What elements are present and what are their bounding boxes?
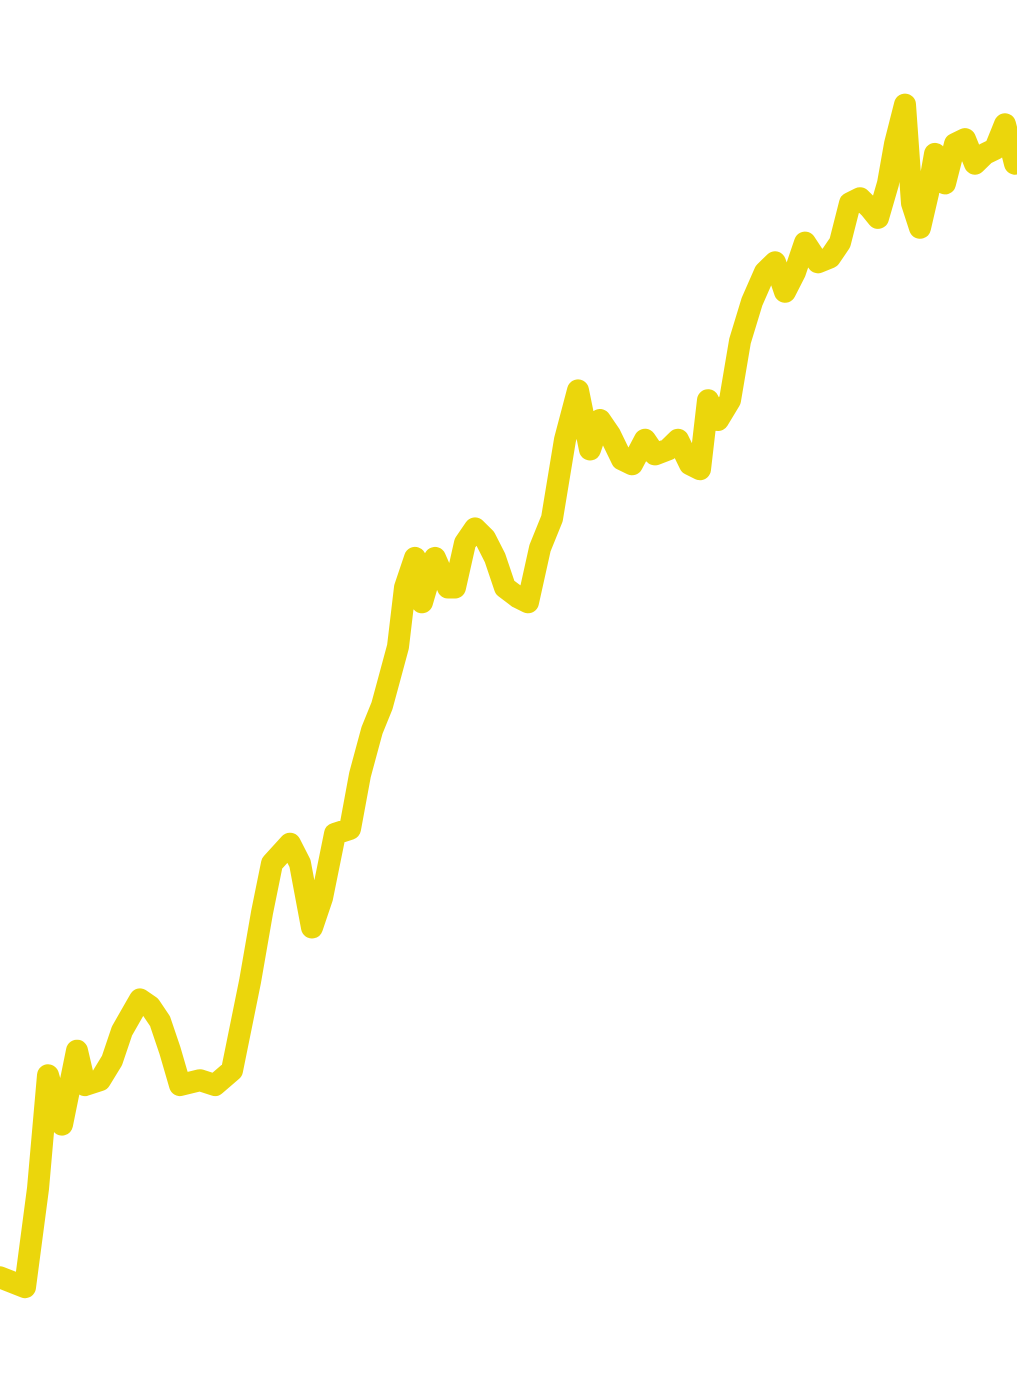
data-point bbox=[389, 675, 391, 678]
data-point bbox=[179, 1084, 181, 1087]
data-point bbox=[599, 419, 601, 421]
data-point bbox=[974, 162, 976, 165]
data-point bbox=[37, 1187, 39, 1190]
data-point bbox=[877, 216, 879, 219]
data-point bbox=[76, 1049, 78, 1052]
data-point bbox=[621, 458, 623, 461]
data-point bbox=[631, 463, 633, 466]
data-point bbox=[169, 1049, 171, 1052]
data-point bbox=[839, 241, 841, 244]
data-point bbox=[414, 556, 416, 559]
data-point bbox=[677, 438, 679, 441]
data-point bbox=[859, 197, 861, 200]
series-line-0 bbox=[0, 93, 1017, 1299]
data-point bbox=[359, 773, 361, 776]
data-point bbox=[321, 896, 323, 899]
data-point bbox=[984, 152, 986, 155]
data-point bbox=[214, 1084, 216, 1087]
data-point bbox=[61, 1123, 63, 1126]
data-point bbox=[894, 143, 896, 145]
data-point bbox=[1004, 123, 1006, 126]
data-point bbox=[494, 556, 496, 559]
data-point bbox=[111, 1059, 113, 1062]
data-point bbox=[717, 419, 719, 421]
data-point bbox=[919, 226, 921, 229]
data-point bbox=[804, 241, 806, 244]
data-point bbox=[504, 586, 506, 589]
data-point bbox=[24, 1286, 26, 1289]
data-point bbox=[447, 586, 449, 589]
data-point bbox=[589, 448, 591, 451]
data-point bbox=[99, 1079, 101, 1082]
data-point bbox=[484, 537, 486, 540]
data-point bbox=[311, 926, 313, 929]
data-point bbox=[539, 547, 541, 550]
data-point bbox=[0, 1276, 1, 1279]
data-point bbox=[1014, 162, 1016, 165]
data-point bbox=[794, 271, 796, 274]
data-point bbox=[784, 290, 786, 293]
data-point bbox=[121, 1029, 123, 1032]
data-point bbox=[404, 586, 406, 589]
data-point bbox=[934, 152, 936, 155]
data-point bbox=[464, 542, 466, 545]
data-point bbox=[739, 340, 741, 343]
data-point bbox=[689, 463, 691, 466]
data-point bbox=[474, 527, 476, 530]
data-point bbox=[199, 1079, 201, 1082]
data-point bbox=[249, 980, 251, 983]
data-point bbox=[609, 433, 611, 436]
data-point bbox=[954, 143, 956, 145]
data-point bbox=[699, 468, 701, 471]
data-point bbox=[289, 842, 291, 845]
data-point bbox=[564, 438, 566, 441]
data-point bbox=[887, 182, 889, 185]
data-point bbox=[774, 261, 776, 264]
data-point bbox=[231, 1069, 233, 1072]
data-point bbox=[397, 645, 399, 648]
data-point bbox=[904, 103, 906, 106]
data-point bbox=[84, 1084, 86, 1087]
data-point bbox=[159, 1020, 161, 1023]
data-point bbox=[644, 438, 646, 441]
data-point bbox=[371, 729, 373, 732]
data-point bbox=[707, 399, 709, 402]
data-point bbox=[829, 256, 831, 259]
data-point bbox=[911, 202, 913, 205]
data-point bbox=[849, 202, 851, 205]
data-point bbox=[299, 862, 301, 865]
data-point bbox=[551, 517, 553, 520]
data-point bbox=[964, 138, 966, 141]
data-point bbox=[381, 704, 383, 707]
data-point bbox=[517, 596, 519, 599]
data-point bbox=[764, 271, 766, 274]
data-point bbox=[944, 182, 946, 185]
data-point bbox=[454, 586, 456, 589]
data-point bbox=[817, 261, 819, 264]
data-point bbox=[577, 389, 579, 392]
data-point bbox=[527, 601, 529, 604]
data-point bbox=[927, 192, 929, 195]
data-point bbox=[729, 399, 731, 402]
data-point bbox=[334, 832, 336, 835]
data-point bbox=[654, 453, 656, 456]
data-point bbox=[667, 448, 669, 451]
data-point bbox=[421, 601, 423, 604]
data-point bbox=[349, 827, 351, 830]
data-point bbox=[47, 1074, 49, 1077]
data-point bbox=[139, 998, 141, 1001]
data-point bbox=[994, 148, 996, 150]
data-point bbox=[149, 1005, 151, 1008]
data-point bbox=[271, 862, 273, 865]
data-point bbox=[869, 207, 871, 210]
data-point bbox=[261, 911, 263, 914]
data-point bbox=[751, 300, 753, 303]
series-layer bbox=[0, 93, 1017, 1299]
data-point bbox=[434, 556, 436, 559]
